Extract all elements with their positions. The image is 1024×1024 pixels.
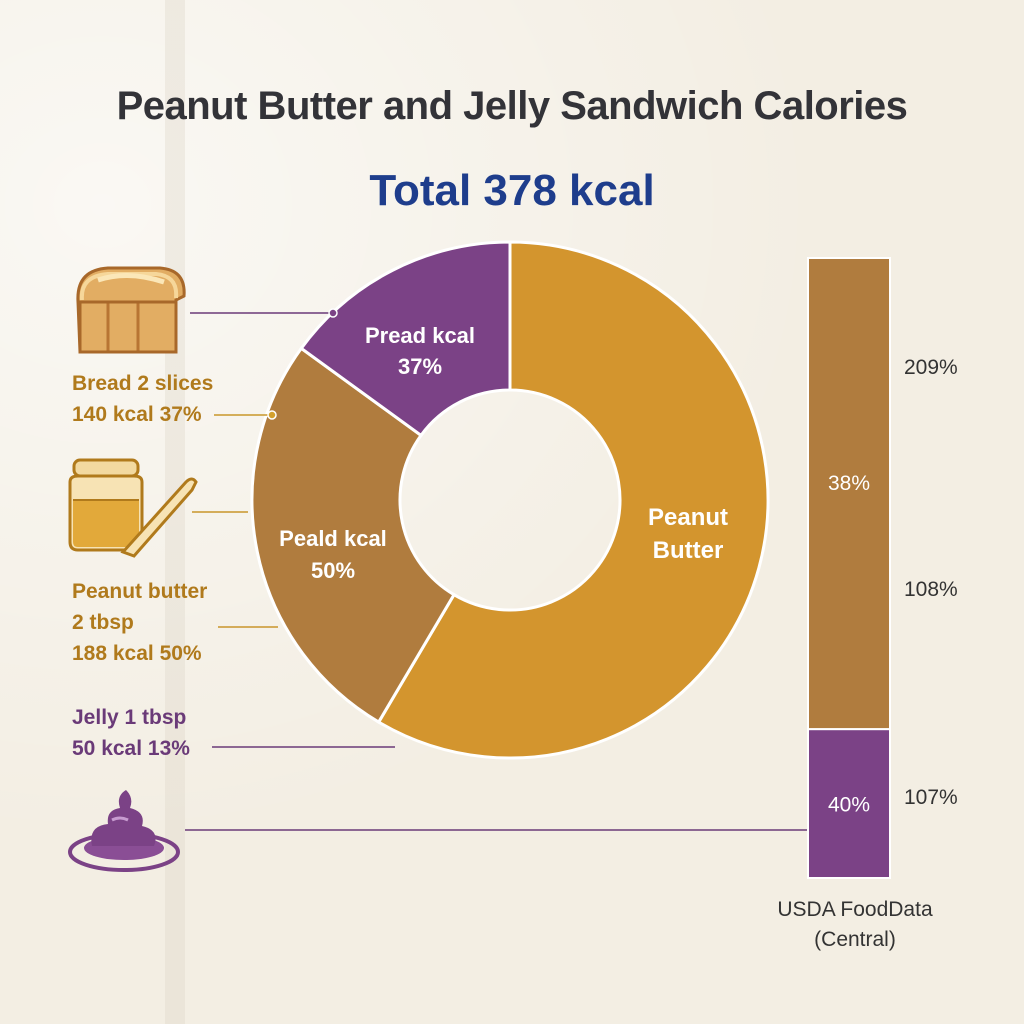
jelly-icon — [68, 790, 180, 872]
slice-label-pb-1: Peanut — [648, 504, 728, 531]
stack-pct-top: 209% — [904, 356, 958, 379]
jelly-label: Jelly 1 tbsp 50 kcal 13% — [72, 702, 190, 764]
stack-segment-1 — [807, 728, 891, 880]
bread-icon — [76, 266, 186, 354]
bread-label-line1: Bread 2 slices — [72, 372, 214, 395]
donut-chart — [250, 240, 770, 760]
stack-segment-0 — [807, 257, 891, 731]
bread-label-line2: 140 kcal 37% — [72, 403, 202, 426]
slice-label-jelly-2: 37% — [398, 354, 442, 379]
stack-segment-label-0: 38% — [828, 472, 870, 495]
stacked-bar: 38% 40% — [807, 257, 891, 880]
pb-label-line1: Peanut butter — [72, 580, 208, 603]
slice-label-jelly-1: Pread kcal — [365, 323, 475, 348]
slice-label-bread-2: 50% — [311, 558, 355, 583]
slice-label-pb-2: Butter — [653, 537, 724, 564]
pb-label-line2: 2 tbsp — [72, 611, 134, 634]
jar-knife-icon — [68, 458, 198, 558]
chart-title: Peanut Butter and Jelly Sandwich Calorie… — [116, 84, 908, 128]
stack-pct-low: 107% — [904, 786, 958, 809]
jelly-label-line2: 50 kcal 13% — [72, 737, 190, 760]
source-line2: (Central) — [814, 928, 896, 951]
leader-dot-purple — [328, 308, 338, 318]
leader-dot-gold — [267, 410, 277, 420]
source-line1: USDA FoodData — [777, 898, 933, 921]
pb-label: Peanut butter 2 tbsp 188 kcal 50% — [72, 576, 207, 669]
pb-label-line3: 188 kcal 50% — [72, 642, 202, 665]
slice-label-bread-1: Peald kcal — [279, 526, 387, 551]
leader-lines — [185, 312, 808, 831]
source-note: USDA FoodData (Central) — [755, 895, 955, 955]
donut-slice-0 — [376, 240, 770, 760]
stack-pct-mid: 108% — [904, 578, 958, 601]
donut-slice-1 — [250, 346, 457, 725]
donut-slice-2 — [299, 240, 512, 438]
jelly-label-line1: Jelly 1 tbsp — [72, 706, 187, 729]
stack-segment-label-1: 40% — [828, 794, 870, 817]
chart-subtitle: Total 378 kcal — [369, 166, 655, 215]
bread-label: Bread 2 slices 140 kcal 37% — [72, 368, 213, 430]
donut-slice-labels: Pread kcal 37% Peald kcal 50% Peanut But… — [279, 323, 728, 583]
